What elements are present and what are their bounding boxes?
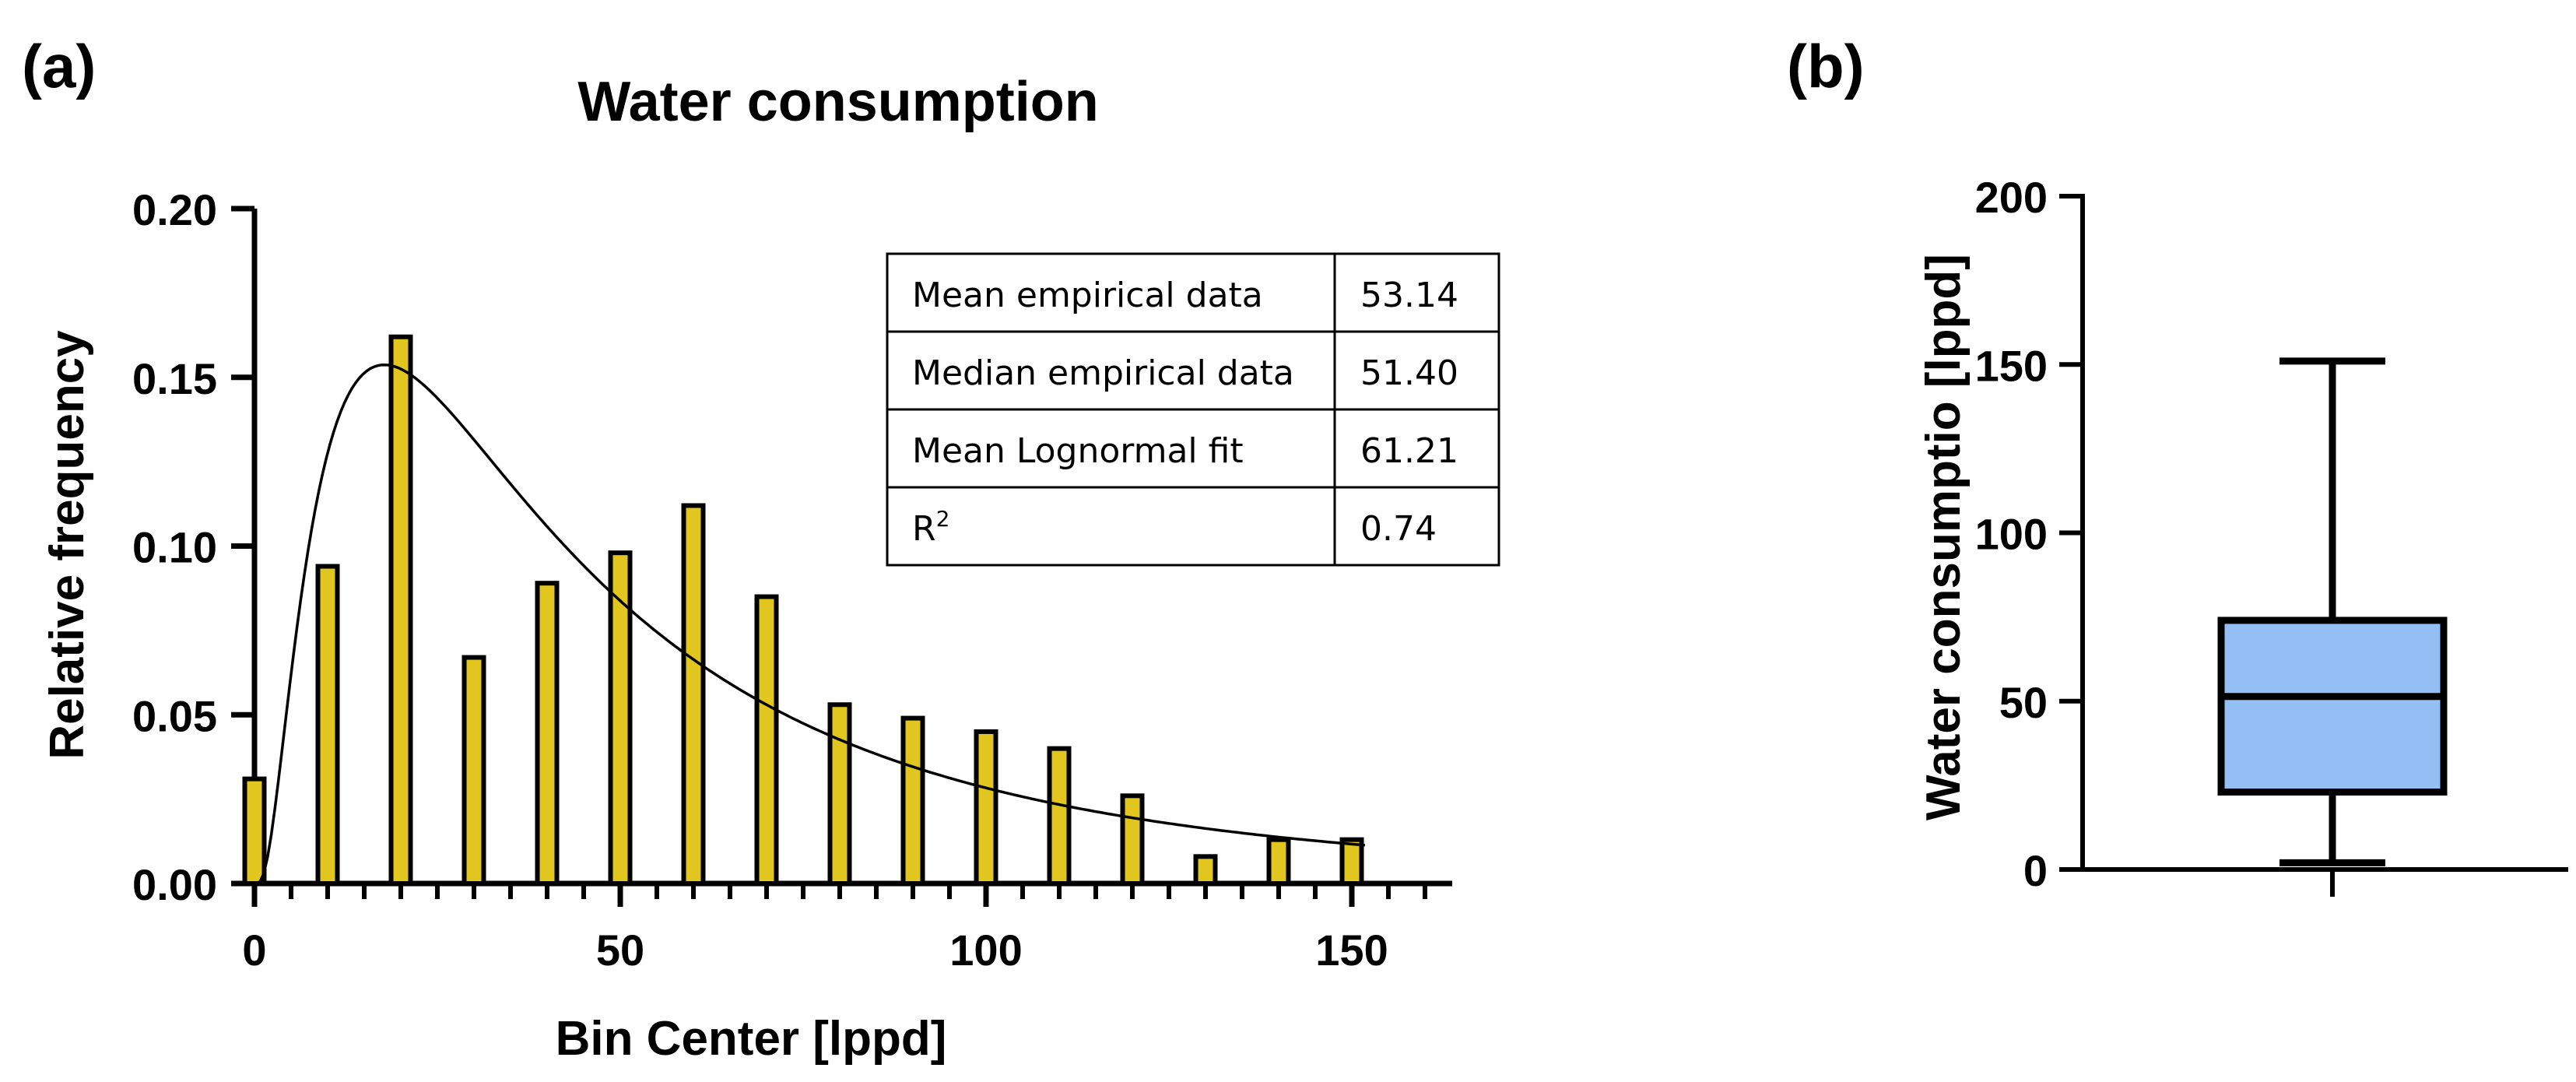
panel-a-label: (a) (22, 32, 96, 100)
panel-a: (a) Water consumption Bin Center [lppd] … (22, 32, 1500, 1066)
box-y-tick-label: 50 (1999, 678, 2048, 727)
y-tick-label: 0.15 (132, 354, 217, 403)
box-y-tick-label: 200 (1975, 173, 2048, 222)
chart-title: Water consumption (577, 71, 1098, 133)
stats-value-median-empirical: 51.40 (1360, 353, 1458, 393)
stats-table: Mean empirical data 53.14 Median empiric… (886, 252, 1500, 567)
y-tick-label: 0.05 (132, 691, 217, 740)
box-y-axis-label: Water consumptio [lppd] (1917, 254, 1971, 820)
box-plot-area: 0 50 100 150 200 (1975, 173, 2568, 897)
stats-value-mean-empirical: 53.14 (1360, 276, 1458, 315)
histogram-bar (315, 564, 340, 886)
iqr-box (2217, 617, 2448, 796)
histogram-bar (827, 702, 852, 886)
histogram-bar (1339, 837, 1364, 887)
histogram-bar (242, 776, 267, 886)
x-tick-label: 150 (1315, 926, 1388, 975)
stats-label-r2-superscript: 2 (936, 506, 950, 532)
panel-b: (b) Water consumptio [lppd] 0 50 100 150 200 (1787, 32, 2568, 897)
histogram-bar (1266, 837, 1291, 887)
x-tick-label: 50 (596, 926, 644, 975)
histogram-bar (900, 715, 925, 887)
box-y-tick-label: 0 (2023, 846, 2048, 895)
lognormal-fit-line (255, 363, 1366, 885)
stats-label-mean-lognormal: Mean Lognormal fit (912, 431, 1244, 471)
y-tick-label: 0.00 (132, 860, 217, 909)
box-y-tick-label: 100 (1975, 510, 2048, 559)
histogram-bar (754, 594, 779, 887)
panel-b-label: (b) (1787, 32, 1865, 100)
histogram-bar (388, 334, 413, 887)
stats-label-r2: R2 (912, 506, 949, 549)
stats-value-r2: 0.74 (1360, 509, 1437, 549)
histogram-bar (1193, 854, 1218, 886)
plot-area: 0.00 0.05 0.10 0.15 0.20 0 50 100 150 (132, 185, 1452, 975)
histogram-bar (1120, 793, 1145, 886)
y-tick-label: 0.10 (132, 523, 217, 572)
histogram-bar (1047, 746, 1072, 886)
stats-value-mean-lognormal: 61.21 (1360, 431, 1458, 471)
stats-label-median-empirical: Median empirical data (912, 353, 1294, 393)
stats-label-r2-base: R (912, 509, 936, 549)
histogram-bar (974, 729, 998, 886)
histogram-bar (462, 655, 486, 886)
box-y-tick-label: 150 (1975, 341, 2048, 390)
x-axis-label: Bin Center [lppd] (556, 1012, 947, 1066)
y-axis-label: Relative frequency (40, 330, 94, 760)
histogram-bar (681, 503, 706, 886)
x-tick-label: 100 (949, 926, 1022, 975)
x-tick-label: 0 (242, 926, 266, 975)
y-tick-label: 0.20 (132, 185, 217, 234)
stats-label-mean-empirical: Mean empirical data (912, 276, 1263, 315)
histogram-bar (535, 581, 560, 886)
